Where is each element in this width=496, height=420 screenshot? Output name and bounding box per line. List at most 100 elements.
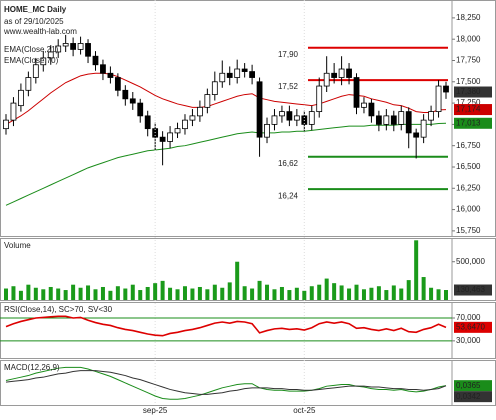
- candle-body: [32, 64, 39, 78]
- volume-bar: [108, 290, 113, 300]
- level-label: 17,52: [278, 82, 299, 91]
- candle-body: [241, 68, 248, 72]
- x-tick-label: sep-25: [143, 406, 168, 415]
- volume-bar: [115, 286, 120, 300]
- candle-body: [293, 115, 300, 121]
- candle-body: [62, 43, 69, 47]
- volume-bar: [26, 284, 31, 300]
- volume-bar: [347, 288, 352, 300]
- volume-bar: [130, 284, 135, 300]
- candle-body: [122, 89, 129, 100]
- volume-bar: [376, 286, 381, 300]
- volume-bar: [205, 289, 210, 300]
- candle-body: [286, 111, 293, 121]
- volume-bar: [33, 287, 38, 300]
- value-box-label: 17,380: [456, 87, 481, 96]
- volume-bar: [317, 284, 322, 300]
- volume-bar: [294, 287, 299, 300]
- y-tick-label: 500,000: [456, 257, 485, 266]
- volume-bar: [332, 283, 337, 300]
- candle-body: [129, 98, 136, 104]
- volume-bar: [160, 280, 165, 300]
- candle-body: [398, 111, 405, 125]
- candle-body: [92, 55, 99, 66]
- candle-body: [144, 115, 151, 130]
- y-tick-label: 18,250: [456, 13, 481, 22]
- candle-body: [428, 111, 434, 121]
- value-box-label: 0,0365: [456, 381, 481, 390]
- candle-body: [196, 106, 203, 117]
- volume-bar: [212, 284, 217, 300]
- level-label: 16,24: [278, 191, 299, 200]
- y-tick-label: 30,000: [456, 336, 481, 345]
- candle-body: [211, 81, 218, 95]
- value-box: [454, 391, 492, 403]
- panel-title: MACD(12,26,9): [4, 363, 60, 372]
- volume-bar: [71, 284, 76, 300]
- value-box-label: 17,013: [456, 118, 481, 127]
- volume-bar: [384, 290, 389, 300]
- candle-body: [159, 136, 166, 142]
- candle-body: [420, 119, 427, 138]
- volume-bar: [78, 287, 83, 300]
- candle-body: [361, 102, 367, 108]
- volume-bar: [168, 287, 173, 300]
- candle-body: [256, 81, 263, 138]
- volume-bar: [272, 289, 277, 300]
- candle-body: [323, 72, 330, 87]
- candle-body: [174, 128, 181, 134]
- candle-body: [226, 72, 233, 78]
- x-tick-label: oct-25: [293, 406, 316, 415]
- y-tick-label: 15,750: [456, 226, 481, 235]
- volume-bar: [235, 261, 240, 300]
- volume-bar: [302, 290, 307, 300]
- volume-bar: [4, 288, 8, 300]
- y-tick-label: 17,250: [456, 98, 481, 107]
- candle-body: [25, 77, 32, 91]
- volume-bar: [153, 283, 158, 300]
- panel-title: Volume: [4, 241, 31, 250]
- volume-bar: [227, 282, 232, 300]
- volume-bar: [190, 288, 195, 300]
- volume-bar: [197, 286, 202, 300]
- volume-bar: [41, 289, 46, 300]
- value-box: [454, 86, 492, 98]
- y-tick-label: 16,500: [456, 162, 481, 171]
- y-tick-label: 16,000: [456, 205, 481, 214]
- volume-bar: [242, 286, 247, 300]
- volume-bar: [287, 290, 292, 300]
- candle-body: [279, 111, 285, 117]
- candle-body: [107, 72, 114, 78]
- volume-bar: [11, 286, 16, 300]
- candle-body: [137, 102, 144, 117]
- volume-bar: [182, 286, 187, 300]
- volume-bar: [138, 290, 143, 300]
- candle-body: [271, 115, 278, 125]
- candle-body: [167, 132, 173, 142]
- volume-bar: [399, 288, 404, 300]
- level-label: 17,90: [278, 50, 299, 59]
- legend-entry: EMA(Close,21): [4, 45, 59, 54]
- candle-body: [383, 115, 390, 125]
- chart-source: www.wealth-lab.com: [3, 27, 77, 36]
- candle-body: [77, 43, 84, 50]
- indicator-line: [5, 366, 447, 400]
- candle-body: [100, 64, 106, 74]
- candle-body: [114, 77, 121, 91]
- candle-body: [219, 72, 226, 83]
- value-box-label: 130,463: [456, 285, 485, 294]
- volume-bar: [18, 290, 23, 300]
- value-box: [454, 380, 492, 392]
- chart-subtitle: as of 29/10/2025: [4, 17, 64, 26]
- volume-bar: [265, 284, 270, 300]
- volume-bar: [56, 288, 61, 300]
- candle-body: [18, 89, 24, 107]
- volume-bar: [436, 289, 441, 300]
- candle-body: [189, 115, 196, 121]
- volume-bar: [220, 287, 225, 300]
- volume-bar: [123, 288, 128, 300]
- y-tick-label: 18,000: [456, 34, 481, 43]
- candle-body: [316, 85, 323, 113]
